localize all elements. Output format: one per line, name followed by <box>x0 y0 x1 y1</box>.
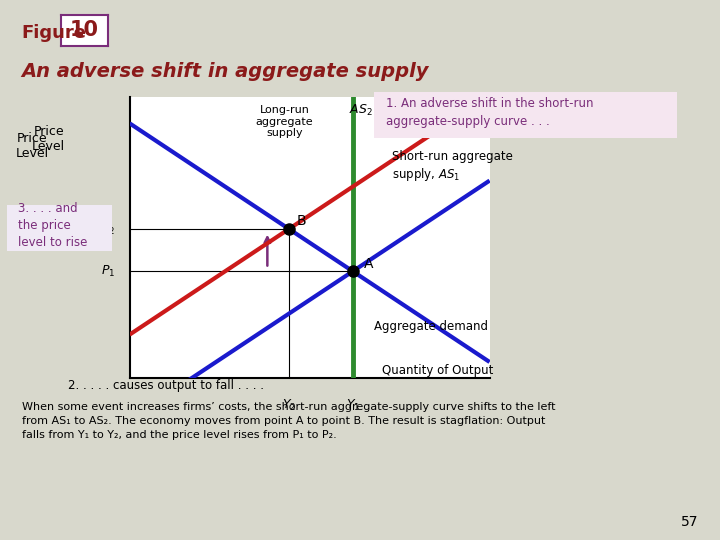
Y-axis label: Price
Level: Price Level <box>32 125 65 153</box>
Text: When some event increases firms’ costs, the short-run aggregate-supply curve shi: When some event increases firms’ costs, … <box>22 402 555 440</box>
Text: 2. . . . . causes output to fall . . . .: 2. . . . . causes output to fall . . . . <box>68 379 264 392</box>
Text: B: B <box>296 214 306 228</box>
Text: 1. An adverse shift in the short-run
aggregate-supply curve . . .: 1. An adverse shift in the short-run agg… <box>387 97 594 128</box>
Text: $P_1$: $P_1$ <box>101 264 115 279</box>
Text: Quantity of Output: Quantity of Output <box>382 364 493 377</box>
Text: Figure: Figure <box>22 24 86 42</box>
Text: Price
Level: Price Level <box>16 132 49 160</box>
Text: 3. . . . and
the price
level to rise: 3. . . . and the price level to rise <box>17 202 87 249</box>
Text: Long-run
aggregate
supply: Long-run aggregate supply <box>256 105 313 138</box>
Text: $Y_1$: $Y_1$ <box>346 397 360 413</box>
Text: $AS_2$: $AS_2$ <box>349 103 373 118</box>
Text: $P_2$: $P_2$ <box>101 221 115 237</box>
Text: 10: 10 <box>70 20 99 40</box>
Text: An adverse shift in aggregate supply: An adverse shift in aggregate supply <box>22 62 429 81</box>
Text: 57: 57 <box>681 515 698 529</box>
Text: A: A <box>364 258 373 272</box>
Text: Aggregate demand: Aggregate demand <box>374 320 488 333</box>
Text: $Y_2$: $Y_2$ <box>282 397 296 413</box>
Text: Short-run aggregate
supply, $AS_1$: Short-run aggregate supply, $AS_1$ <box>392 150 513 183</box>
